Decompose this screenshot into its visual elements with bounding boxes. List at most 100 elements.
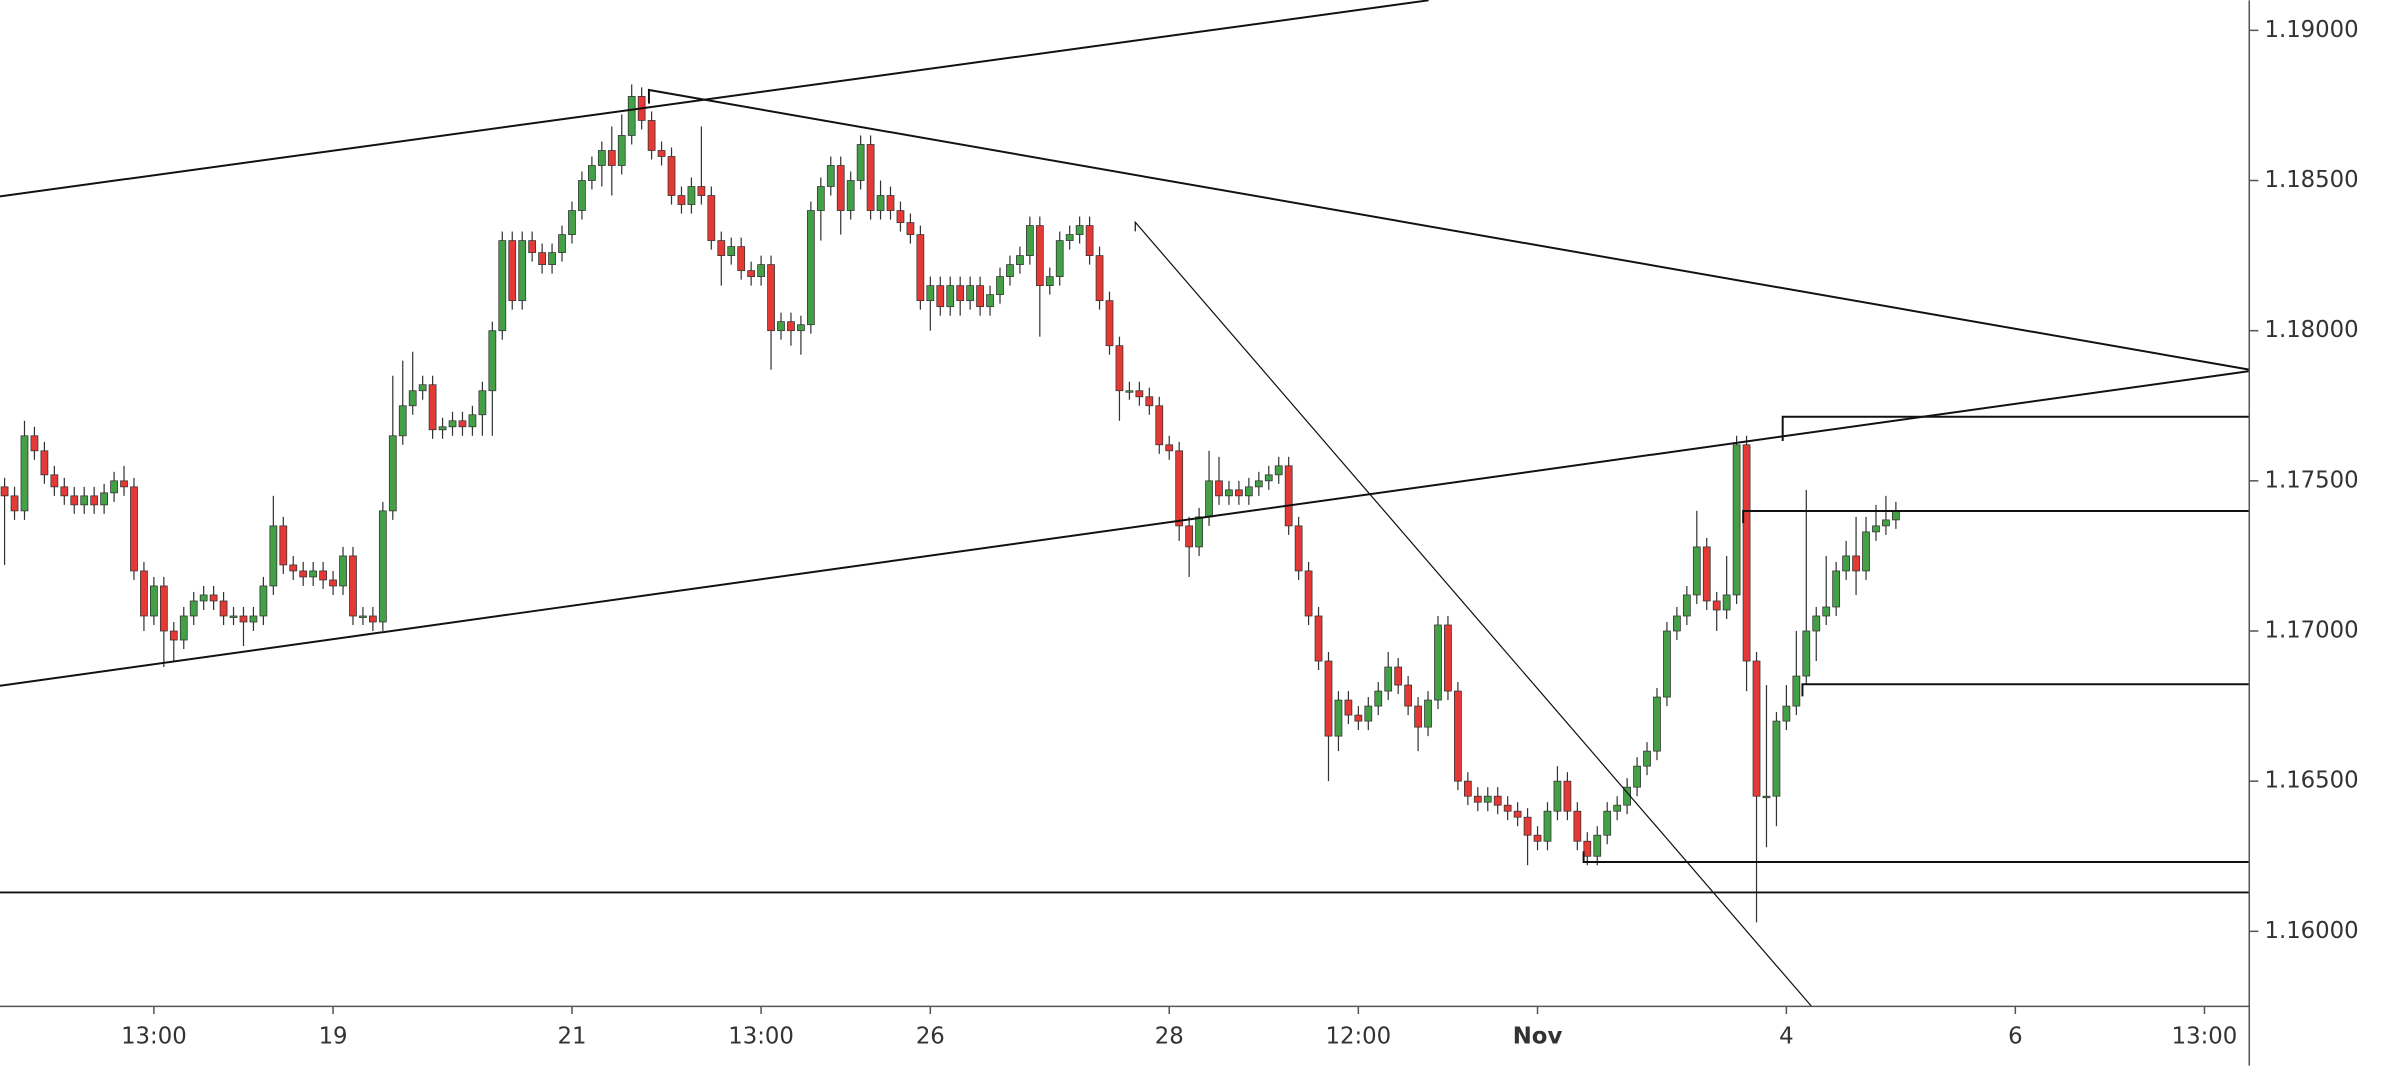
candle-body <box>846 180 855 211</box>
candle-body <box>90 495 99 506</box>
level-line <box>1801 683 2250 697</box>
candle-body <box>1882 519 1890 527</box>
candle-body <box>1225 489 1233 497</box>
x-tick-label: 28 <box>1155 1023 1184 1049</box>
candle-body <box>1483 795 1492 803</box>
candle-body <box>1742 444 1751 662</box>
x-tick-label: 19 <box>319 1023 348 1049</box>
candle-body <box>1105 300 1114 347</box>
candle-body <box>269 525 278 587</box>
candle-body <box>1384 666 1393 692</box>
candle-body <box>1732 444 1741 596</box>
candle-body <box>359 615 367 618</box>
candle-body <box>448 420 457 428</box>
candle-body <box>1663 630 1671 698</box>
candle-body <box>30 435 39 452</box>
candle-body <box>1872 525 1880 533</box>
candle-body <box>717 240 726 256</box>
candle-body <box>926 285 935 302</box>
candle-body <box>826 165 835 187</box>
candle-body <box>0 486 9 497</box>
candle-body <box>1643 750 1651 767</box>
candle-body <box>458 420 467 428</box>
candle-body <box>1175 450 1184 527</box>
candle-body <box>816 186 825 211</box>
trend-line <box>1134 220 1813 1007</box>
candle-body <box>787 321 795 332</box>
candle-body <box>219 600 228 617</box>
candle-body <box>1284 465 1293 527</box>
candle-body <box>1135 390 1144 398</box>
candle-body <box>677 195 686 205</box>
candle-body <box>1125 390 1134 393</box>
x-tick-label: 26 <box>916 1023 945 1049</box>
candle-body <box>289 564 298 572</box>
candle-body <box>478 390 487 416</box>
candle-body <box>1085 225 1094 256</box>
candle-body <box>1016 255 1024 265</box>
candle-body <box>966 285 975 302</box>
candle-body <box>1832 570 1841 608</box>
candle-body <box>259 585 268 617</box>
candle-body <box>1394 666 1403 686</box>
candle-body <box>1244 486 1253 497</box>
candle-body <box>1782 705 1791 722</box>
candle-body <box>1802 630 1811 677</box>
candle-body <box>707 195 716 241</box>
candle-body <box>20 435 29 512</box>
candle-body <box>418 384 427 392</box>
x-tick-label: 4 <box>1779 1023 1794 1049</box>
candle-body <box>239 615 248 623</box>
candle-body <box>1155 405 1164 446</box>
candle-body <box>1523 816 1532 836</box>
x-tick-label: 13:00 <box>121 1023 187 1049</box>
candle-body <box>1344 699 1353 716</box>
candle-body <box>1752 660 1761 797</box>
candle-body <box>1852 555 1860 572</box>
candle-body <box>1493 795 1502 806</box>
x-tick-label: Nov <box>1513 1023 1563 1049</box>
trend-line <box>647 88 2250 371</box>
candle-body <box>229 615 238 618</box>
candle-body <box>548 252 556 265</box>
candle-body <box>1822 606 1831 617</box>
candle-body <box>1573 810 1582 842</box>
candle-body <box>488 330 497 392</box>
candle-body <box>737 246 746 271</box>
candle-body <box>1414 705 1422 728</box>
x-tick-label: 13:00 <box>2172 1023 2238 1049</box>
trend-line <box>0 370 2250 687</box>
candle-body <box>697 186 706 196</box>
candle-body <box>1215 480 1223 497</box>
candle-body <box>1045 276 1054 287</box>
candle-body <box>1374 690 1383 707</box>
candle-body <box>1613 804 1622 812</box>
candle-body <box>1454 690 1462 782</box>
candle-body <box>936 285 945 308</box>
candle-body <box>727 246 736 256</box>
candle-body <box>777 321 785 332</box>
candle-body <box>1006 264 1014 277</box>
y-tick-label: 1.19000 <box>2264 17 2358 43</box>
candle-body <box>140 570 148 617</box>
candle-body <box>10 495 19 512</box>
candle-body <box>408 390 417 407</box>
candle-body <box>1434 624 1442 701</box>
candle-body <box>687 186 696 205</box>
candle-body <box>1772 720 1781 797</box>
candle-body <box>1274 465 1283 476</box>
candle-body <box>667 156 676 196</box>
candle-body <box>70 495 79 506</box>
candle-body <box>568 210 576 235</box>
candle-body <box>468 414 477 428</box>
candle-body <box>1682 594 1691 617</box>
candle-body <box>976 285 984 308</box>
plot-area <box>0 84 1900 923</box>
candle-body <box>1762 795 1771 799</box>
candle-body <box>1593 834 1602 857</box>
candle-body <box>657 150 666 157</box>
candle-body <box>199 594 208 602</box>
candle-body <box>1812 615 1821 632</box>
candle-body <box>349 555 357 617</box>
candle-body <box>339 555 347 587</box>
